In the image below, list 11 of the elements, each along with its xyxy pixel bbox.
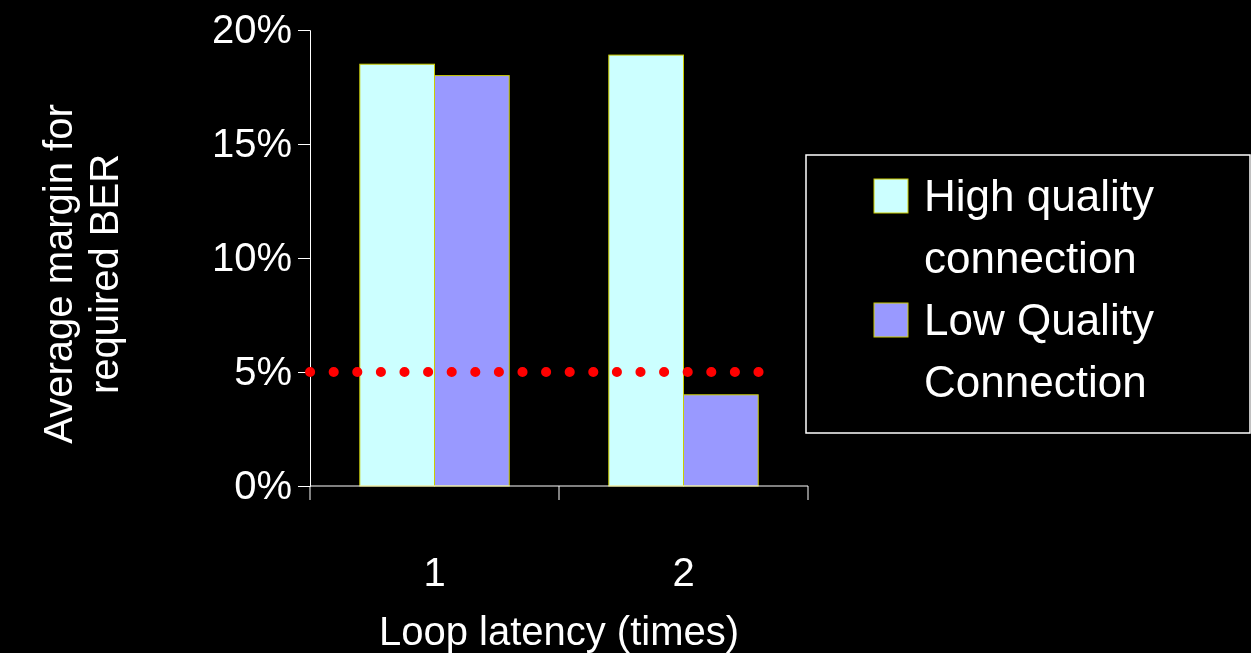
y-tick-label: 10% (211, 235, 292, 280)
x-axis-title: Loop latency (times) (378, 609, 740, 653)
legend-label: High quality connection (924, 171, 1154, 282)
y-tick-label: 15% (211, 121, 292, 166)
y-tick-label: 5% (234, 349, 292, 394)
y-tick-label: 0% (234, 463, 292, 508)
y-tick-label: 20% (211, 7, 292, 52)
legend-label: Low Quality Connection (924, 295, 1154, 406)
y-axis-title: Average margin for required BER (36, 104, 126, 444)
x-tick-label: 2 (672, 550, 695, 594)
x-tick-label: 1 (423, 550, 446, 594)
